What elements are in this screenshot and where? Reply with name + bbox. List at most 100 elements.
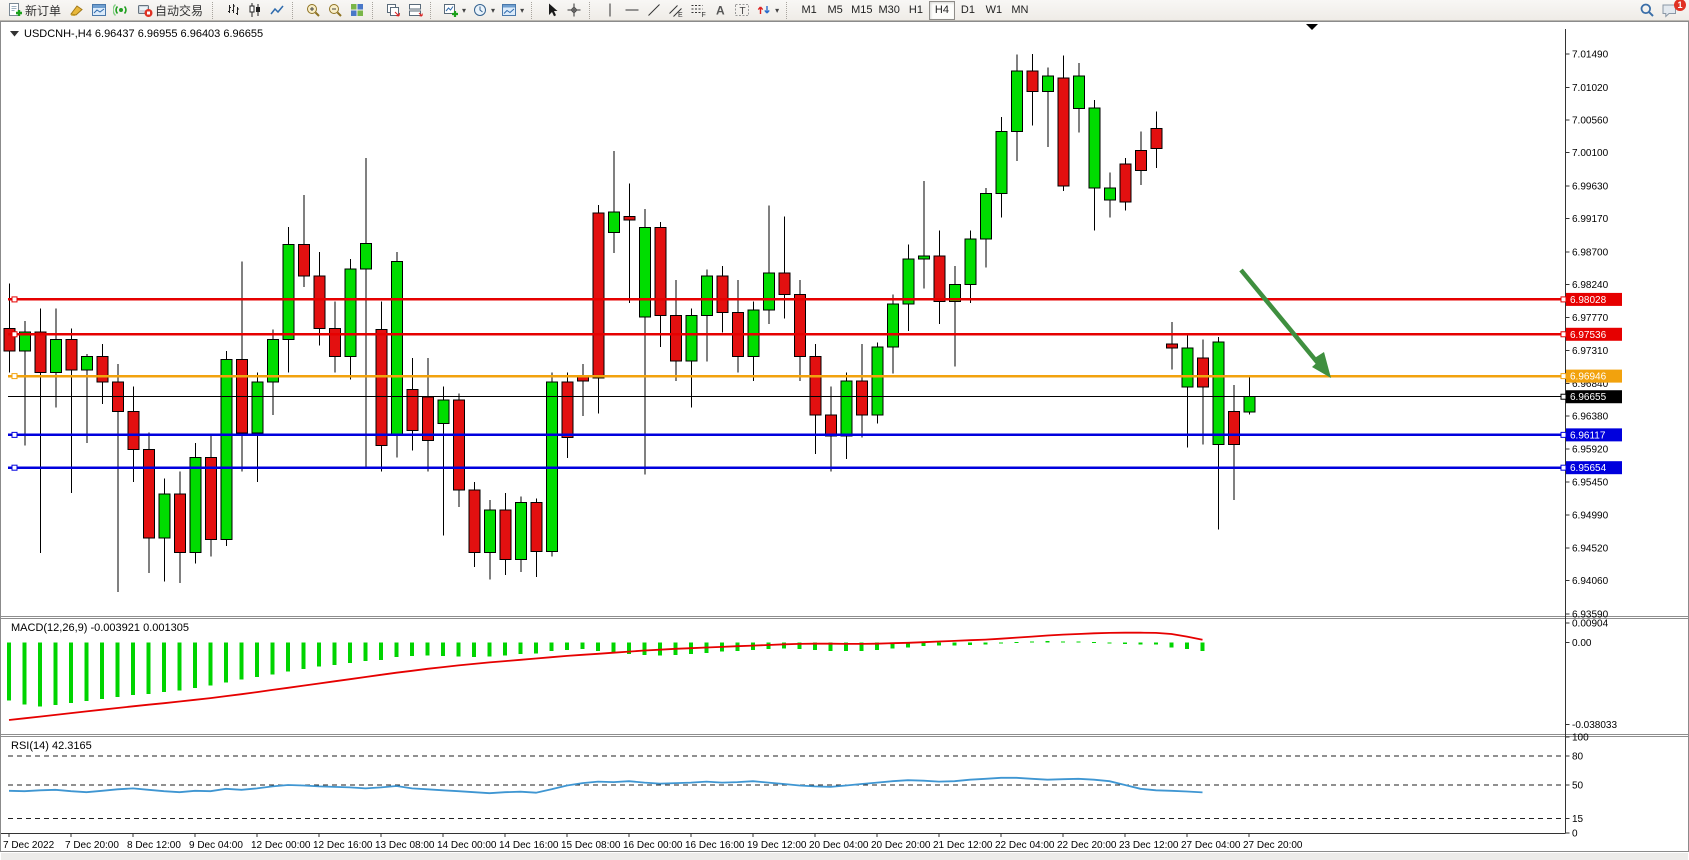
time-axis-label: 23 Dec 12:00 bbox=[1119, 840, 1179, 851]
crosshair-tool-button[interactable] bbox=[563, 1, 585, 20]
symbol-collapse-icon[interactable] bbox=[10, 31, 19, 37]
price-tag-label: 6.95654 bbox=[1570, 463, 1607, 474]
periods-button[interactable]: ▾ bbox=[469, 1, 498, 20]
tile-horizontal-icon bbox=[409, 4, 423, 17]
macd-histogram-bar bbox=[208, 642, 213, 686]
candle-body bbox=[887, 303, 899, 348]
macd-histogram-bar bbox=[642, 642, 647, 656]
hline-anchor[interactable] bbox=[11, 431, 18, 438]
hline-tool-button[interactable] bbox=[621, 1, 643, 20]
time-axis-label: 22 Dec 20:00 bbox=[1057, 840, 1117, 851]
search-icon bbox=[1640, 3, 1654, 17]
time-axis-label: 21 Dec 12:00 bbox=[933, 840, 993, 851]
timeframe-mn-button[interactable]: MN bbox=[1011, 4, 1029, 16]
highlight-button[interactable] bbox=[66, 1, 88, 20]
search-button[interactable] bbox=[1636, 1, 1658, 20]
vline-tool-button[interactable] bbox=[599, 1, 621, 20]
price-tick-label: 6.95920 bbox=[1572, 444, 1609, 455]
candlestick-mode-button[interactable] bbox=[244, 1, 266, 20]
macd-histogram-bar bbox=[797, 642, 802, 650]
arrange-tile-button[interactable] bbox=[404, 1, 426, 20]
candle-body bbox=[1197, 357, 1209, 388]
main-toolbar: 新订单 自动交易 bbox=[0, 0, 1689, 21]
price-tag-anchor bbox=[1560, 431, 1567, 438]
time-axis-label: 16 Dec 16:00 bbox=[685, 840, 745, 851]
timeframe-m5-button[interactable]: M5 bbox=[827, 4, 843, 16]
candle-body bbox=[1088, 107, 1101, 189]
channel-tool-button[interactable]: E bbox=[665, 1, 687, 20]
price-tag-label: 6.96946 bbox=[1570, 372, 1607, 383]
candle-body bbox=[1243, 396, 1256, 413]
chart-canvas[interactable]: 7.01490 7.01020 7.00560 7.00100 6.99630 6.991… bbox=[0, 21, 1689, 860]
macd-histogram-bar bbox=[611, 642, 616, 653]
macd-histogram-bar bbox=[859, 642, 864, 651]
timeframe-d1-button[interactable]: D1 bbox=[960, 4, 975, 16]
svg-text:A: A bbox=[716, 4, 725, 18]
fibonacci-tool-button[interactable]: F bbox=[687, 1, 709, 20]
timeframe-m30-button[interactable]: M30 bbox=[878, 4, 900, 16]
macd-histogram-bar bbox=[394, 642, 399, 658]
price-tag-anchor bbox=[1560, 464, 1567, 471]
text-tool-button[interactable]: A bbox=[709, 1, 731, 20]
macd-histogram-bar bbox=[1154, 642, 1158, 645]
zoom-in-button[interactable] bbox=[302, 1, 324, 20]
macd-histogram-bar bbox=[363, 642, 368, 662]
hline-anchor[interactable] bbox=[11, 373, 18, 380]
time-axis-label: 9 Dec 04:00 bbox=[189, 840, 243, 851]
macd-histogram-bar bbox=[425, 642, 430, 656]
hline-anchor[interactable] bbox=[11, 464, 18, 471]
hline-anchor[interactable] bbox=[11, 331, 18, 338]
macd-histogram-bar bbox=[890, 642, 895, 649]
candle-body bbox=[96, 356, 109, 383]
new-order-button[interactable]: 新订单 bbox=[2, 1, 66, 20]
candle-body bbox=[840, 380, 853, 437]
candle-body bbox=[189, 456, 202, 553]
macd-histogram-bar bbox=[518, 642, 523, 655]
timeframe-w1-button[interactable]: W1 bbox=[985, 4, 1003, 16]
timeframe-h1-button[interactable]: H1 bbox=[908, 4, 923, 16]
candle-body bbox=[1228, 410, 1240, 446]
new-chart-button[interactable]: ▾ bbox=[440, 1, 469, 20]
candle-body bbox=[1073, 75, 1085, 110]
macd-histogram-bar bbox=[348, 642, 352, 664]
chat-button[interactable]: 1 bbox=[1658, 0, 1686, 20]
timeframe-m1-button[interactable]: M1 bbox=[801, 4, 817, 16]
time-axis-label: 7 Dec 2022 bbox=[3, 840, 55, 851]
timeframe-m15-button[interactable]: M15 bbox=[851, 4, 873, 16]
signals-button[interactable] bbox=[110, 1, 132, 20]
candle-body bbox=[778, 272, 791, 295]
macd-histogram-bar bbox=[844, 642, 848, 652]
candle-body bbox=[561, 381, 574, 438]
templates-button[interactable]: ▾ bbox=[498, 1, 527, 20]
arrows-tool-button[interactable]: ▾ bbox=[753, 1, 782, 20]
svg-text:E: E bbox=[678, 12, 683, 18]
macd-histogram-bar bbox=[999, 642, 1003, 644]
candle-body bbox=[313, 275, 326, 329]
line-chart-mode-button[interactable] bbox=[266, 1, 288, 20]
toolbar-separator bbox=[430, 1, 437, 19]
chart-shift-marker[interactable] bbox=[1306, 24, 1318, 30]
trend-arrow-annotation[interactable] bbox=[1239, 268, 1324, 370]
price-tick-label: 6.95450 bbox=[1572, 478, 1609, 489]
trendline-tool-button[interactable] bbox=[643, 1, 665, 20]
clock-icon bbox=[474, 4, 487, 16]
candle-body bbox=[65, 339, 78, 371]
dropdown-caret-icon: ▾ bbox=[491, 5, 496, 15]
cursor-tool-button[interactable] bbox=[541, 1, 563, 20]
chart-profile-button[interactable] bbox=[88, 1, 110, 20]
macd-histogram-bar bbox=[146, 642, 151, 694]
autotrade-button[interactable]: 自动交易 bbox=[132, 1, 208, 20]
macd-histogram-bar bbox=[828, 642, 833, 651]
bar-chart-mode-button[interactable] bbox=[222, 1, 244, 20]
zoom-out-button[interactable] bbox=[324, 1, 346, 20]
tile-windows-button[interactable] bbox=[346, 1, 368, 20]
chart-window[interactable]: 7.01490 7.01020 7.00560 7.00100 6.99630 6.991… bbox=[0, 21, 1689, 860]
time-axis-label: 12 Dec 00:00 bbox=[251, 840, 311, 851]
timeframe-h4-button[interactable]: H4 bbox=[928, 0, 955, 20]
arrange-cascade-button[interactable] bbox=[382, 1, 404, 20]
macd-histogram-bar bbox=[193, 642, 197, 689]
cursor-icon bbox=[549, 3, 558, 17]
text-label-tool-button[interactable]: T bbox=[731, 1, 753, 20]
hline-anchor[interactable] bbox=[11, 296, 18, 303]
zoom-out-icon bbox=[329, 4, 342, 17]
